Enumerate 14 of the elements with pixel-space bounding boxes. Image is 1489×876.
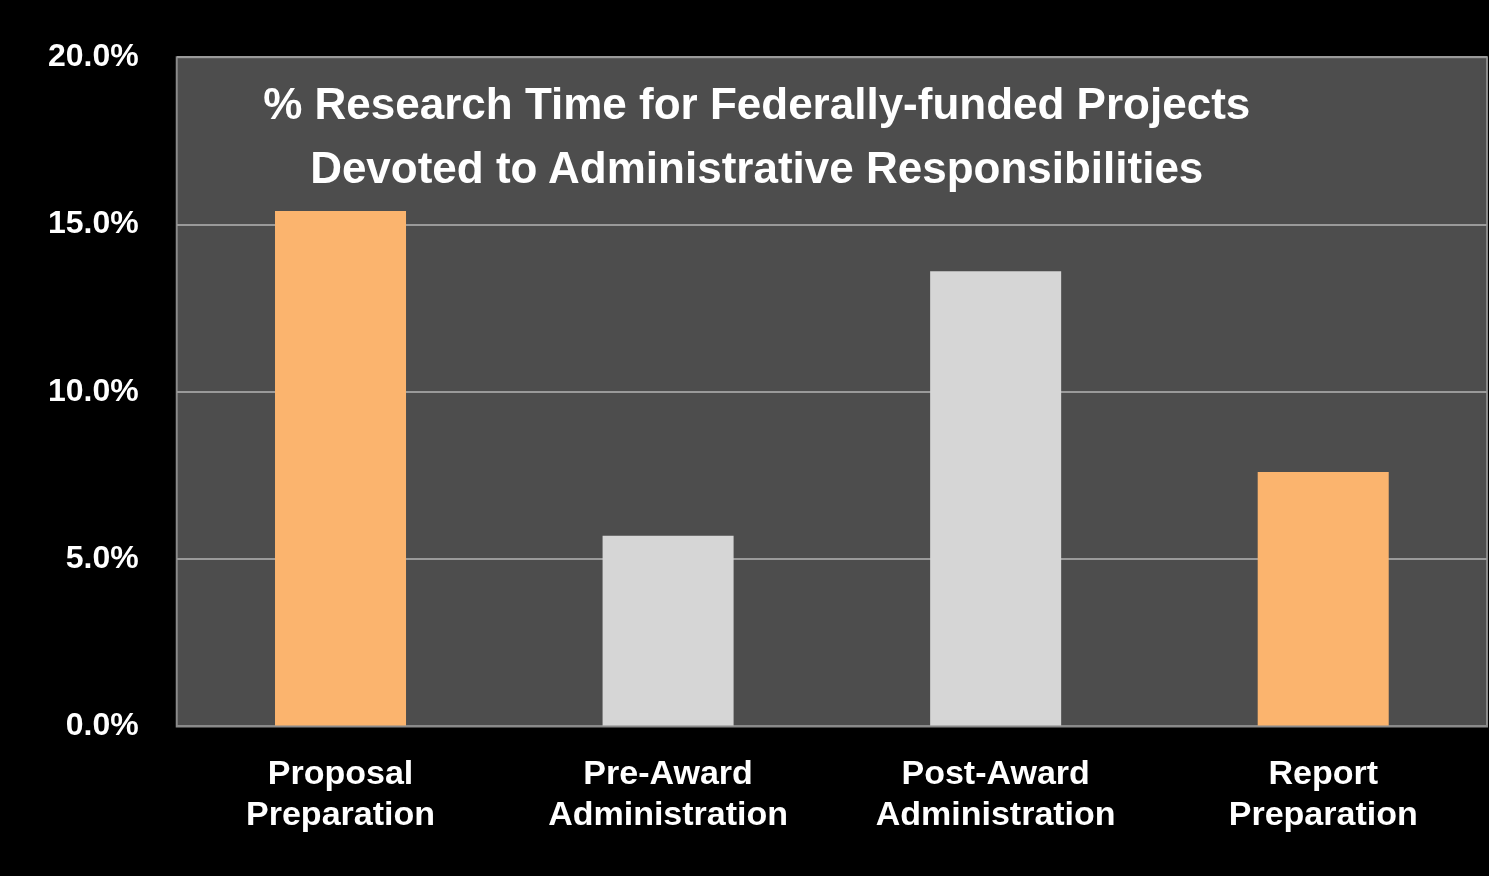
bar [1257,472,1389,726]
x-tick-label: Proposal Preparation [246,753,435,832]
x-tick-label: Report Preparation [1228,753,1418,832]
bar [602,535,734,726]
y-tick-label: 15.0% [48,204,139,241]
y-tick-label: 10.0% [48,371,139,408]
y-tick-label: 5.0% [65,538,139,575]
text: % Research Time for Federally-funded Projects Devoted to Administrative Responsibilities [263,79,1251,193]
bar [930,271,1062,726]
y-tick-label: 20.0% [48,37,139,74]
y-tick-label: 0.0% [65,706,139,743]
x-tick-label: Pre-Award Administration [548,753,789,832]
x-tick-label: Post-Award Administration [875,753,1116,832]
bar [275,211,407,726]
